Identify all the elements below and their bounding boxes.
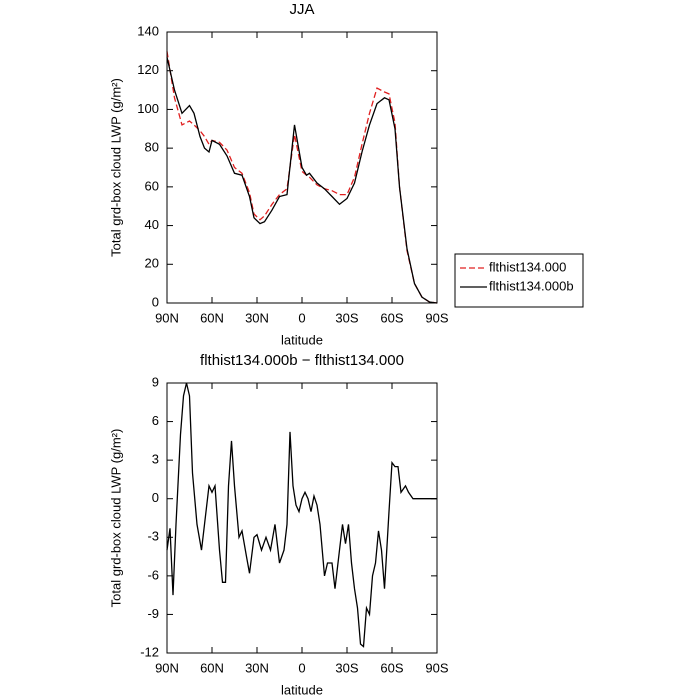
x-axis-label: latitude [281,682,323,697]
y-tick-label: 0 [152,490,159,505]
x-tick-label: 90S [425,660,448,675]
x-tick-label: 60N [200,660,224,675]
x-tick-label: 0 [298,660,305,675]
data-line [166,382,437,648]
y-tick-label: 100 [137,101,159,116]
panel: JJA latitude Total grd-box cloud LWP (g/m²… [108,1,584,347]
y-tick-label: -3 [147,529,159,544]
y-tick-label: 6 [152,413,159,428]
y-tick-label: 9 [152,374,159,389]
x-tick-label: 90N [155,660,179,675]
y-tick-label: 120 [137,62,159,77]
y-tick-label: -12 [140,644,159,659]
x-tick-label: 30S [335,310,358,325]
x-axis-label: latitude [281,332,323,347]
plot-frame [166,382,438,654]
y-tick-label: 0 [152,294,159,309]
x-tick-label: 30N [245,310,269,325]
y-tick-label: 140 [137,23,159,38]
y-axis-label: Total grd-box cloud LWP (g/m²) [108,78,123,257]
x-tick-label: 60S [380,310,403,325]
legend-box [454,253,584,308]
x-tick-label: 0 [298,310,305,325]
y-tick-label: -6 [147,567,159,582]
x-tick-label: 90S [425,310,448,325]
y-tick-label: 60 [145,178,159,193]
x-tick-label: 60S [380,660,403,675]
y-tick-label: 40 [145,217,159,232]
x-tick-label: 30N [245,660,269,675]
chart-title: flthist134.000b − flthist134.000 [200,352,404,369]
data-line [166,57,438,304]
y-tick-label: 80 [145,140,159,155]
y-axis-label: Total grd-box cloud LWP (g/m²) [108,429,123,608]
legend: flthist134.000 flthist134.000b [454,253,584,308]
x-tick-label: 60N [200,310,224,325]
x-tick-label: 30S [335,660,358,675]
plot-frame [166,31,438,304]
legend-label: flthist134.000 [489,259,566,274]
panel: flthist134.000b − flthist134.000 latitude… [108,352,448,697]
data-line [166,51,438,304]
x-tick-label: 90N [155,310,179,325]
legend-label: flthist134.000b [489,278,574,293]
y-tick-label: 3 [152,452,159,467]
chart-title: JJA [289,1,314,18]
y-tick-label: 20 [145,256,159,271]
y-tick-label: -9 [147,606,159,621]
